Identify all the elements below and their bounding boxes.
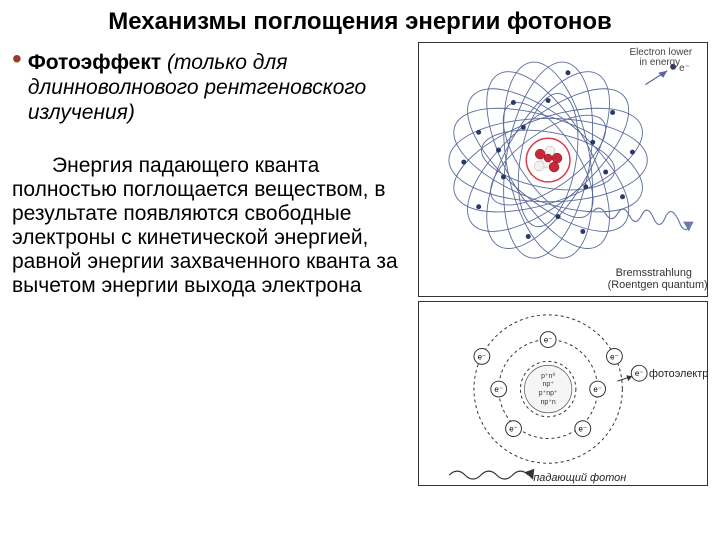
subtitle-block: • Фотоэффект (только для длинноволнового… [12, 50, 410, 126]
svg-text:e⁻: e⁻ [544, 336, 553, 345]
photoelectron-label: фотоэлектрон [649, 368, 707, 380]
photoelectron-icon: e⁻ [617, 365, 647, 381]
content-area: • Фотоэффект (только для длинноволнового… [0, 42, 720, 486]
nucleus-label-2: p⁺np⁺ [539, 390, 558, 397]
incoming-photon-label: падающий фотон [533, 472, 626, 484]
svg-text:e⁻: e⁻ [610, 352, 619, 361]
nucleus-label-1: np⁺ [542, 381, 554, 388]
bullet-icon: • [12, 50, 22, 68]
incoming-photon-icon [449, 469, 537, 482]
nucleus-label-0: p⁺n⁰ [541, 372, 555, 380]
nucleus-icon [526, 138, 570, 182]
nucleus-cluster: p⁺n⁰ np⁺ p⁺np⁺ np⁺n [524, 365, 571, 412]
svg-text:e⁻: e⁻ [478, 352, 487, 361]
left-column: • Фотоэффект (только для длинноволнового… [12, 42, 418, 486]
svg-text:e⁻: e⁻ [578, 425, 587, 434]
svg-text:e⁻: e⁻ [593, 385, 602, 394]
electron-symbol-top: e⁻ [679, 63, 690, 74]
svg-text:e⁻: e⁻ [509, 425, 518, 434]
electron-lower-label-2: in energy [639, 57, 680, 68]
slide-title: Механизмы поглощения энергии фотонов [0, 0, 720, 42]
svg-text:e⁻: e⁻ [635, 369, 644, 378]
body-text: Энергия падающего кванта полностью погло… [12, 154, 410, 299]
subtitle-bold: Фотоэффект [28, 51, 161, 74]
figure-photoelectric: p⁺n⁰ np⁺ p⁺np⁺ np⁺n e⁻ e⁻ e⁻ e⁻ e⁻ e⁻ e⁻ [418, 301, 708, 486]
nucleus-label-3: np⁺n [541, 399, 556, 406]
brems-label-2: (Roentgen quantum) [608, 279, 707, 291]
figure-atom-bremsstrahlung: Electron lower in energy e⁻ [418, 42, 708, 297]
brems-label-1: Bremsstrahlung [616, 267, 692, 279]
right-column: Electron lower in energy e⁻ [418, 42, 708, 486]
svg-text:e⁻: e⁻ [494, 385, 503, 394]
